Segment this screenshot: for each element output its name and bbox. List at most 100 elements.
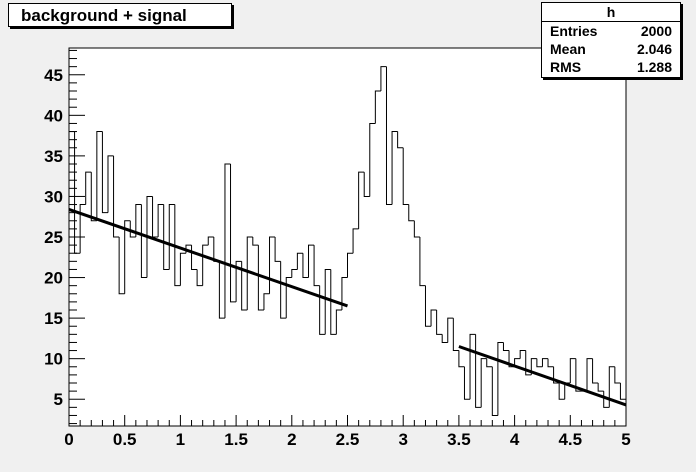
histogram-bin [436,310,443,335]
histogram-bin [129,220,136,238]
stats-row-rms: RMS 1.288 [542,58,680,76]
x-tick-label: 3 [398,430,407,449]
histogram-bin [592,358,599,384]
histogram-bin [302,253,309,279]
histogram-bin [441,334,448,343]
stats-label: Mean [550,41,586,57]
histogram-bins [69,66,626,416]
histogram-bin [168,204,175,270]
histogram-bin [196,269,203,287]
stats-label: RMS [550,59,582,75]
histogram-bin [174,204,181,287]
y-tick-label: 40 [44,106,63,125]
y-tick-label: 45 [44,66,63,85]
histogram-bin [235,260,242,302]
histogram-bin [319,285,326,335]
fit-lines [68,208,627,407]
histogram-bin [614,366,621,384]
histogram-bin [358,171,365,229]
x-tick-label: 5 [621,430,630,449]
histogram-bin [408,204,415,222]
histogram-bin [274,237,281,262]
histogram-bin [553,366,560,384]
histogram-bin [385,66,393,206]
histogram-bin [124,220,131,294]
histogram-bin [324,268,331,335]
histogram-bin [224,163,231,319]
histogram-bin [619,383,626,400]
histogram-bin [586,358,593,392]
y-tick-label: 20 [44,269,63,288]
y-tick-label: 10 [44,350,63,369]
y-tick-label: 15 [44,309,63,328]
histogram-bin [480,358,487,408]
y-tick-label: 5 [54,390,63,409]
histogram-bin [380,66,387,91]
histogram-bin [424,285,432,327]
histogram-bin [463,366,471,400]
histogram-bin [536,358,543,368]
histogram-bin [452,318,459,352]
histogram-bin [291,268,298,278]
histogram-bin [263,293,270,310]
histogram-bin [296,252,303,270]
chart-title: background + signal [8,3,232,27]
histogram-bin [113,155,120,238]
y-tick-label: 35 [44,147,63,166]
histogram-bin [252,237,259,246]
histogram-bin [519,350,526,359]
histogram-bin [280,261,287,319]
histogram-bin [335,309,342,335]
histogram-bin [157,204,164,237]
x-tick-label: 0.5 [113,430,137,449]
histogram-bin [547,358,554,368]
histogram-bin [146,195,153,278]
histogram-bin [413,220,420,238]
histogram-bin [525,350,532,376]
histogram-bin [502,342,510,352]
histogram-bin [447,317,454,343]
fit-line [68,208,348,308]
histogram-bin [96,131,103,221]
histogram-bin [207,236,214,246]
histogram-bin [419,237,426,287]
histogram-bin [347,252,354,278]
stats-value: 2.046 [636,41,672,57]
x-tick-label: 2.5 [336,430,360,449]
histogram-bin [230,164,237,303]
x-tick-label: 0 [64,430,73,449]
stats-label: Entries [550,23,598,39]
histogram-bin [135,204,142,237]
x-tick-label: 3.5 [447,430,471,449]
histogram-bin [285,277,292,319]
histogram-bin [514,358,521,367]
histogram-bin [352,228,359,254]
histogram-bin [313,245,320,287]
histogram-bin [497,341,504,416]
histogram-bin [402,147,409,206]
histogram-bin [475,334,482,408]
histogram-bin [140,204,147,279]
histogram-bin [369,122,376,197]
histogram-bin [530,358,537,375]
histogram-bin [341,277,348,310]
histogram-bin [491,366,498,416]
histogram-bin [541,358,549,367]
histogram-bin [391,131,398,205]
histogram-bin [246,236,253,310]
stats-histogram-name: h [542,3,680,22]
histogram-bin [486,358,493,368]
histogram-bin [597,383,604,392]
stats-box: h Entries 2000 Mean 2.046 RMS 1.288 [541,2,681,78]
histogram-bin [241,261,248,311]
histogram-bin [569,358,576,384]
histogram-bin [608,366,615,408]
histogram-bin [218,261,225,319]
histogram-bin [458,350,465,368]
histogram-bin [575,358,582,392]
histogram-bin [118,237,125,295]
axes: 0 0.5 1 1.5 2 2.5 3 3.5 4 4.5 5 5 10 15 20 25 30 35 40 45 [44,49,631,449]
x-tick-label: 1 [176,430,185,449]
